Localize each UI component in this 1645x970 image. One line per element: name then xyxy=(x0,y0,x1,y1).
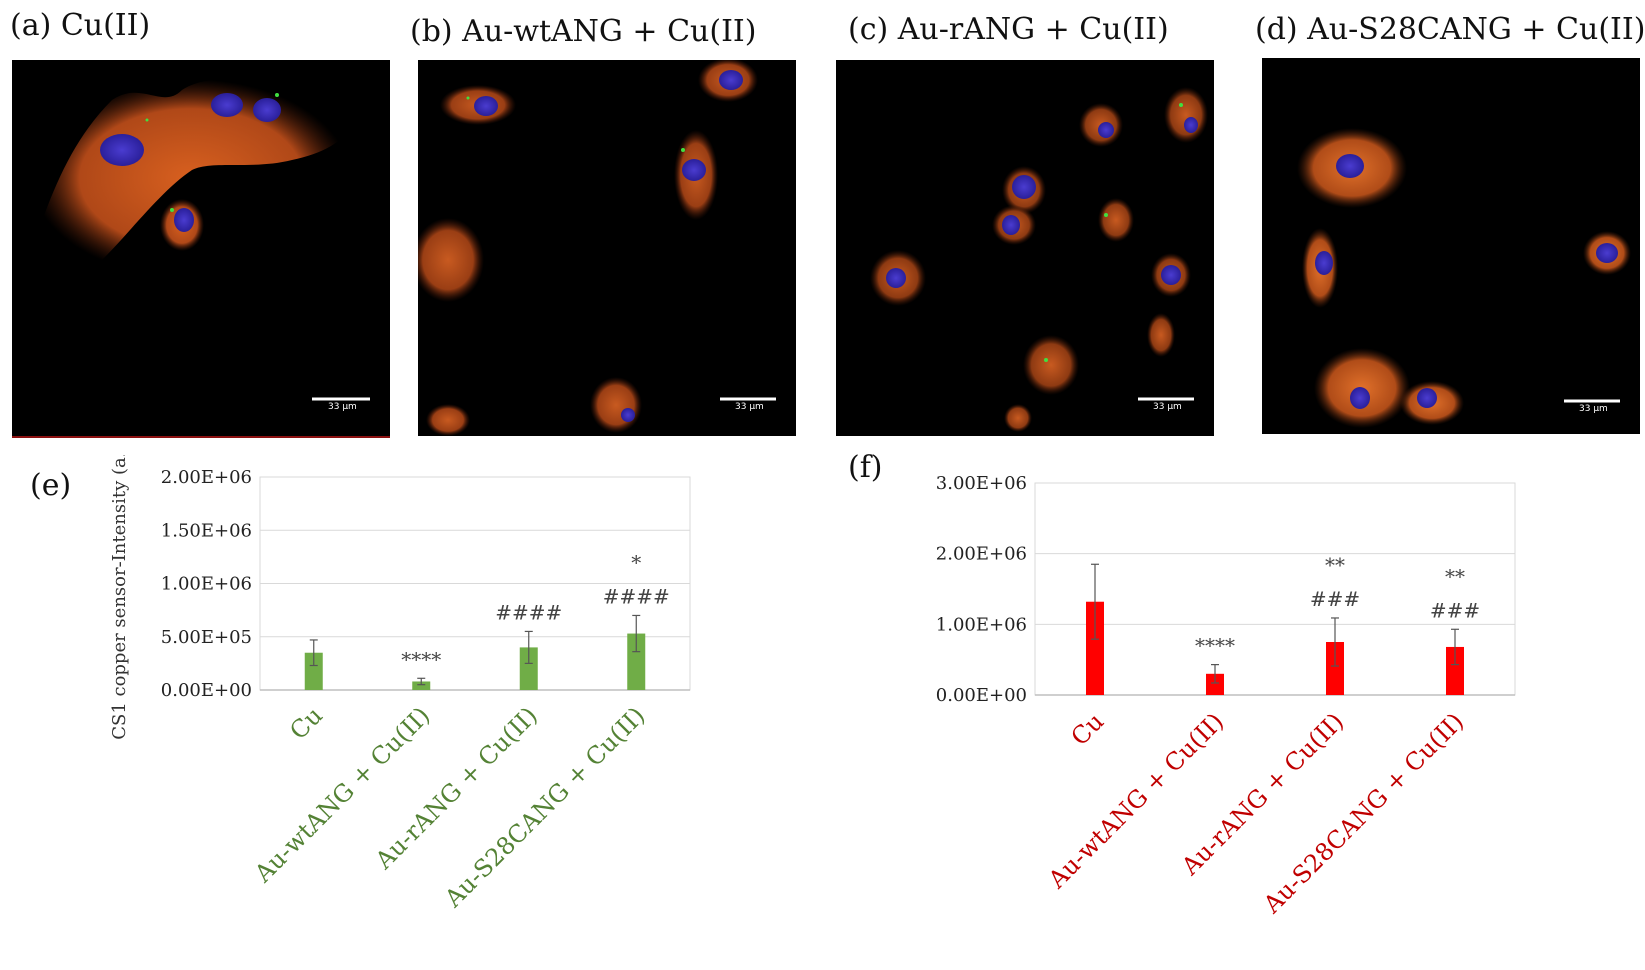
plot-frame xyxy=(1034,482,1516,696)
bar xyxy=(1326,642,1344,695)
bar xyxy=(1206,673,1224,695)
bar xyxy=(1086,601,1104,695)
x-category-label: Cu xyxy=(284,701,328,745)
y-tick-label: 1.00E+06 xyxy=(161,574,252,595)
significance-label: ### xyxy=(1430,598,1480,622)
y-tick-label: 1.50E+06 xyxy=(161,520,252,541)
significance-label: **** xyxy=(401,647,441,671)
significance-label: #### xyxy=(603,584,670,608)
significance-label: **** xyxy=(1195,634,1235,658)
scale-bar-label: 33 µm xyxy=(1579,404,1608,414)
micrograph-a: 33 µm xyxy=(12,60,390,438)
panel-b-title: (b) Au-wtANG + Cu(II) xyxy=(410,14,757,49)
micrograph-c: 33 µm xyxy=(836,60,1214,436)
bar xyxy=(519,647,538,690)
scale-bar-label: 33 µm xyxy=(1153,402,1182,412)
bar xyxy=(627,633,646,690)
y-tick-label: 2.00E+06 xyxy=(161,467,252,488)
scale-bar-label: 33 µm xyxy=(735,402,764,412)
y-tick-label: 5.00E+05 xyxy=(161,627,252,648)
scale-bar-label: 33 µm xyxy=(328,402,357,412)
bar xyxy=(412,681,431,690)
chart-f-svg: 0.00E+001.00E+062.00E+063.00E+06Mitotrac… xyxy=(936,473,1516,919)
significance-label: ** xyxy=(1325,553,1345,577)
y-tick-label: 1.00E+06 xyxy=(936,614,1027,635)
panel-a-title: (a) Cu(II) xyxy=(10,8,151,43)
bar xyxy=(304,652,323,690)
panel-d-title: (d) Au-S28CANG + Cu(II) xyxy=(1255,12,1645,47)
chart-e-svg: 0.00E+00 5.00E+05 1.00E+06 1.50E+06 2.00E+06… xyxy=(109,455,691,913)
chart-e: 0.00E+00 5.00E+05 1.00E+06 1.50E+06 2.00E+06… xyxy=(90,455,780,965)
panel-c-title: (c) Au-rANG + Cu(II) xyxy=(848,12,1169,47)
significance-label: * xyxy=(631,550,641,574)
micrograph-d: 33 µm xyxy=(1262,58,1640,434)
chart-f: 0.00E+001.00E+062.00E+063.00E+06Mitotrac… xyxy=(935,455,1635,965)
y-tick-label: 3.00E+06 xyxy=(936,473,1027,494)
significance-label: #### xyxy=(495,600,562,624)
chart-e-label: (e) xyxy=(30,468,72,503)
micrograph-b: 33 µm xyxy=(418,60,796,436)
y-tick-label: 0.00E+00 xyxy=(161,680,252,701)
x-category-label: Au-S28CANG + Cu(II) xyxy=(439,701,651,913)
significance-label: ** xyxy=(1445,564,1465,588)
x-category-label: Au-S28CANG + Cu(II) xyxy=(1257,707,1469,919)
x-category-label: Cu xyxy=(1066,707,1110,751)
bar xyxy=(1446,646,1464,695)
y-axis-label: CS1 copper sensor-Intensity (a.u.) xyxy=(109,455,130,740)
x-category-label: Au-wtANG + Cu(II) xyxy=(248,701,435,888)
significance-label: ### xyxy=(1310,587,1360,611)
y-tick-label: 0.00E+00 xyxy=(936,685,1027,706)
y-tick-label: 2.00E+06 xyxy=(936,544,1027,565)
chart-f-label: (f) xyxy=(848,450,883,485)
